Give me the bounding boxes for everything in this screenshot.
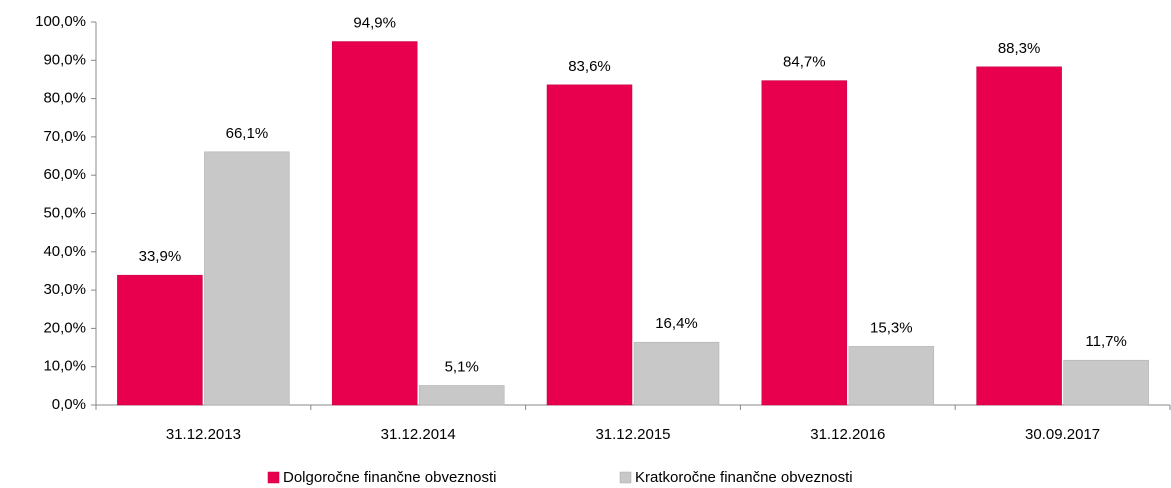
value-label: 66,1% [226,125,269,142]
y-tick-label: 10,0% [43,358,86,375]
legend-swatch [267,471,280,484]
x-tick-label: 30.09.2017 [1025,426,1100,443]
value-label: 33,9% [139,248,182,265]
value-label: 16,4% [655,315,698,332]
bar [117,274,203,406]
y-tick-label: 40,0% [43,243,86,260]
x-tick-label: 31.12.2016 [810,426,885,443]
value-label: 5,1% [445,358,479,375]
value-label: 88,3% [998,40,1041,57]
bar [1063,359,1149,406]
y-tick-label: 90,0% [43,51,86,68]
y-tick-label: 30,0% [43,281,86,298]
legend-label: Kratkoročne finančne obveznosti [635,469,853,486]
legend-label: Dolgoročne finančne obveznosti [283,469,496,486]
value-label: 84,7% [783,54,826,71]
y-tick-label: 80,0% [43,90,86,107]
legend-swatch [619,471,632,484]
bar [546,84,633,406]
bar [976,66,1062,406]
bar [204,151,290,406]
y-tick-label: 60,0% [43,166,86,183]
x-tick-label: 31.12.2014 [381,426,456,443]
y-tick-label: 100,0% [35,13,86,30]
bar [633,341,720,406]
bar [418,385,505,406]
x-tick-label: 31.12.2013 [166,426,241,443]
y-tick-label: 70,0% [43,128,86,145]
value-label: 11,7% [1085,333,1126,350]
bar [761,80,848,406]
bar [848,346,935,406]
y-tick-label: 50,0% [43,204,86,221]
x-tick-label: 31.12.2015 [595,426,670,443]
bar [331,41,418,406]
value-label: 83,6% [568,58,611,75]
y-tick-label: 0,0% [52,396,86,413]
y-tick-label: 20,0% [43,319,86,336]
value-label: 15,3% [870,319,913,336]
value-label: 94,9% [353,15,396,32]
